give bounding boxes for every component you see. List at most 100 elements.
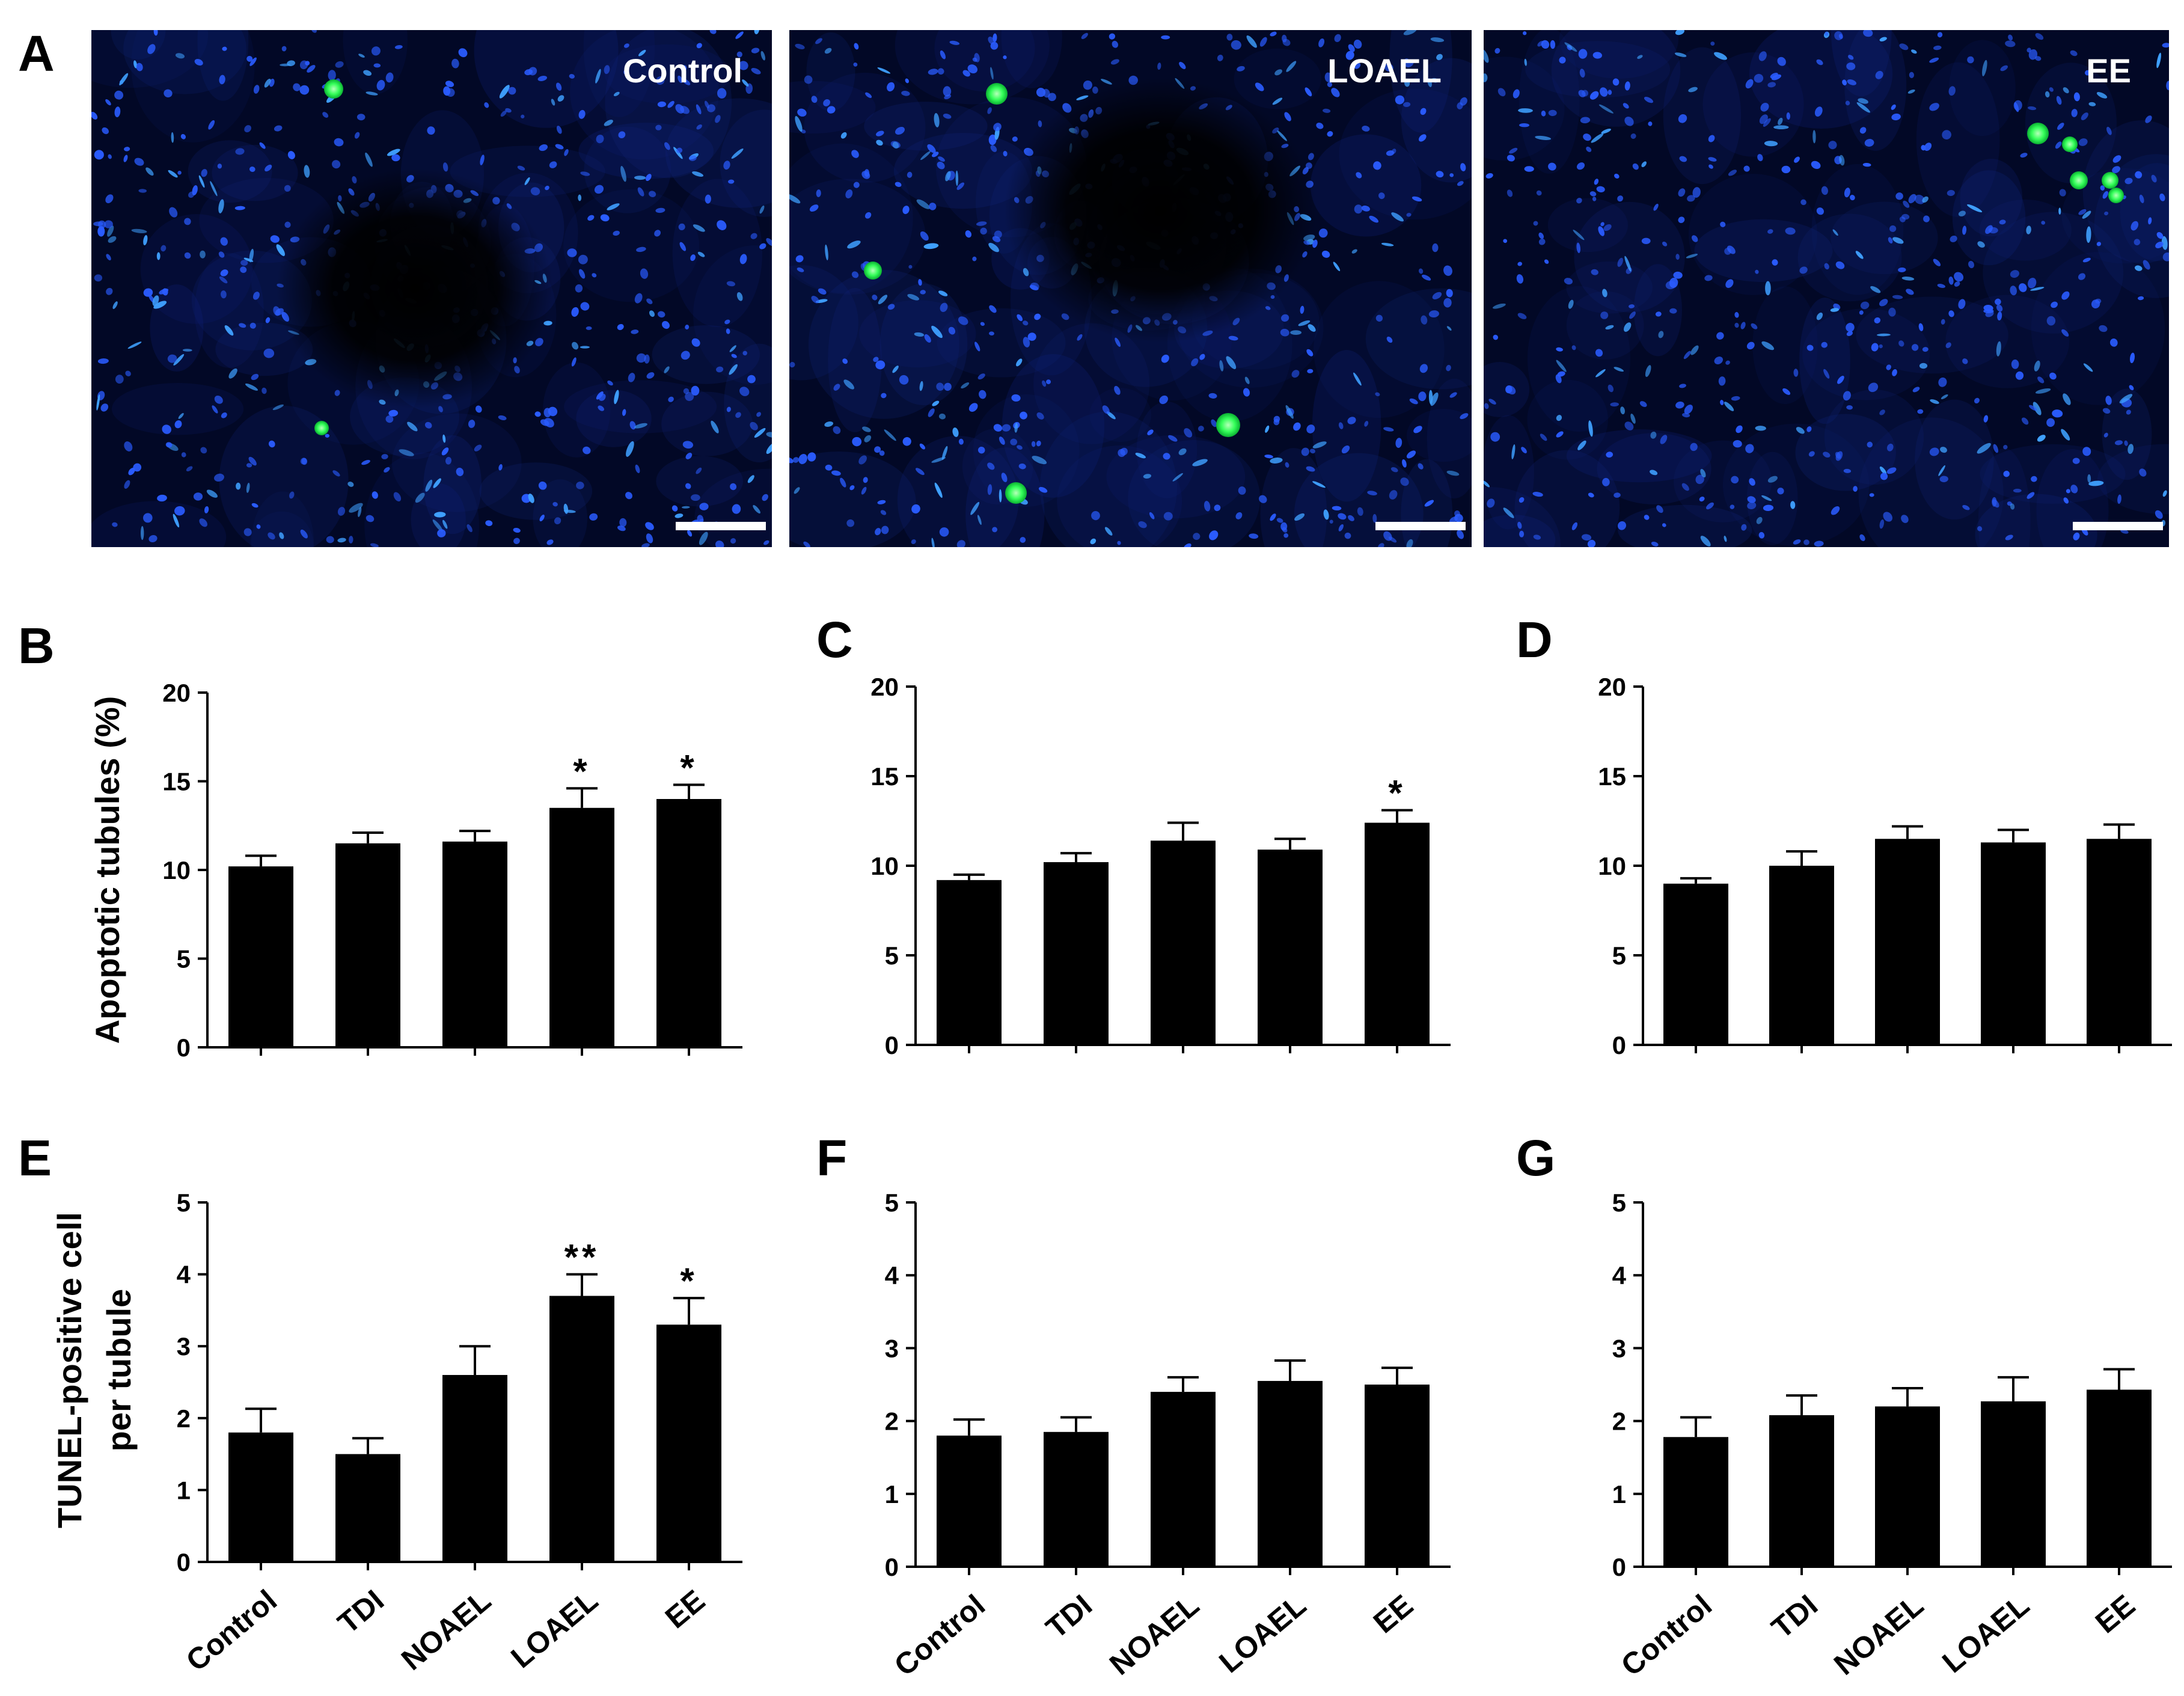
- nucleus: [1708, 157, 1717, 162]
- nucleus: [726, 406, 731, 412]
- nucleus: [2083, 363, 2093, 372]
- nucleus: [1678, 188, 1686, 197]
- nucleus: [1301, 447, 1309, 456]
- nucleus: [915, 468, 925, 476]
- nucleus: [1378, 543, 1384, 547]
- nucleus: [388, 409, 399, 417]
- nucleus: [2129, 352, 2135, 364]
- nucleus: [1821, 186, 1828, 195]
- nucleus: [1286, 61, 1297, 72]
- nucleus: [125, 370, 131, 376]
- nucleus: [833, 426, 841, 434]
- nucleus: [1958, 210, 1966, 216]
- nucleus: [726, 328, 730, 334]
- nucleus: [1362, 126, 1370, 132]
- nucleus: [2005, 534, 2013, 540]
- nucleus: [100, 403, 109, 412]
- nucleus: [589, 513, 598, 521]
- nucleus: [1731, 476, 1739, 484]
- nucleus: [707, 104, 715, 112]
- nucleus: [657, 311, 665, 318]
- nucleus: [958, 438, 964, 445]
- nucleus: [977, 446, 985, 454]
- nucleus: [586, 326, 592, 330]
- nucleus: [2041, 221, 2046, 225]
- category-label: TDI: [1765, 1588, 1824, 1645]
- tissue-haze: [1978, 448, 2031, 547]
- nucleus: [484, 102, 489, 108]
- category-label: NOAEL: [395, 1584, 497, 1677]
- nucleus: [1460, 163, 1466, 171]
- nucleus: [1338, 513, 1347, 520]
- nucleus: [2015, 371, 2024, 380]
- nucleus: [598, 405, 605, 411]
- nucleus: [171, 132, 174, 143]
- nucleus: [239, 323, 246, 328]
- nucleus: [1048, 93, 1056, 102]
- nucleus: [1036, 441, 1041, 447]
- nucleus: [468, 420, 476, 428]
- nucleus: [2127, 444, 2134, 455]
- nucleus: [1846, 323, 1855, 332]
- category-label: Control: [1615, 1588, 1718, 1683]
- nucleus: [1112, 40, 1119, 48]
- nucleus: [322, 112, 329, 118]
- nucleus: [1814, 540, 1824, 547]
- tissue-haze: [188, 140, 272, 203]
- nucleus: [1168, 435, 1178, 442]
- nucleus: [1255, 82, 1264, 91]
- nucleus: [1372, 514, 1377, 523]
- nucleus: [1883, 512, 1892, 522]
- nucleus: [1724, 536, 1727, 542]
- nucleus: [938, 413, 946, 420]
- significance-marker: *: [1388, 773, 1406, 813]
- nucleus: [1237, 66, 1245, 72]
- nucleus: [994, 230, 1002, 239]
- nucleus: [943, 86, 952, 97]
- nucleus: [877, 67, 891, 74]
- bar-chart-d: 0 5 10 15 20: [1598, 673, 2172, 1059]
- bar-ee: [1365, 822, 1430, 1045]
- nucleus: [1389, 490, 1398, 500]
- bar-noael: [1151, 1392, 1216, 1567]
- nucleus: [1405, 59, 1414, 68]
- nucleus: [1838, 34, 1843, 39]
- nucleus: [887, 82, 895, 92]
- nucleus: [1811, 161, 1821, 170]
- nucleus: [456, 467, 464, 476]
- y-tick-label: 5: [177, 945, 191, 973]
- nucleus: [220, 269, 228, 277]
- nucleus: [1418, 391, 1427, 402]
- nucleus: [1743, 165, 1750, 172]
- nucleus: [552, 502, 558, 507]
- nucleus: [1485, 173, 1493, 179]
- nucleus: [815, 38, 822, 44]
- tissue-haze: [724, 343, 772, 463]
- nucleus: [1962, 225, 1967, 235]
- nucleus: [724, 319, 730, 325]
- nucleus: [1214, 504, 1221, 512]
- nucleus: [1892, 295, 1903, 299]
- nucleus: [678, 75, 683, 84]
- nucleus: [393, 492, 402, 502]
- nucleus: [1754, 73, 1764, 83]
- tissue-haze: [584, 126, 671, 213]
- y-axis-label: Apoptotic tubules (%): [88, 696, 126, 1044]
- nucleus: [2073, 532, 2080, 540]
- tissue-haze: [879, 283, 968, 405]
- nucleus: [1740, 322, 1746, 329]
- nucleus: [892, 141, 899, 149]
- nucleus: [816, 189, 821, 197]
- y-tick-label: 10: [162, 856, 191, 884]
- nucleus: [1487, 498, 1495, 508]
- tissue-haze: [251, 491, 314, 547]
- category-label: EE: [1367, 1588, 1419, 1640]
- nucleus: [1967, 204, 1983, 213]
- nucleus: [572, 341, 579, 350]
- nucleus: [1675, 30, 1684, 35]
- nucleus: [1316, 123, 1324, 129]
- nucleus: [1436, 54, 1443, 61]
- nucleus: [827, 106, 836, 114]
- nucleus: [1259, 495, 1267, 503]
- nucleus: [1734, 322, 1739, 328]
